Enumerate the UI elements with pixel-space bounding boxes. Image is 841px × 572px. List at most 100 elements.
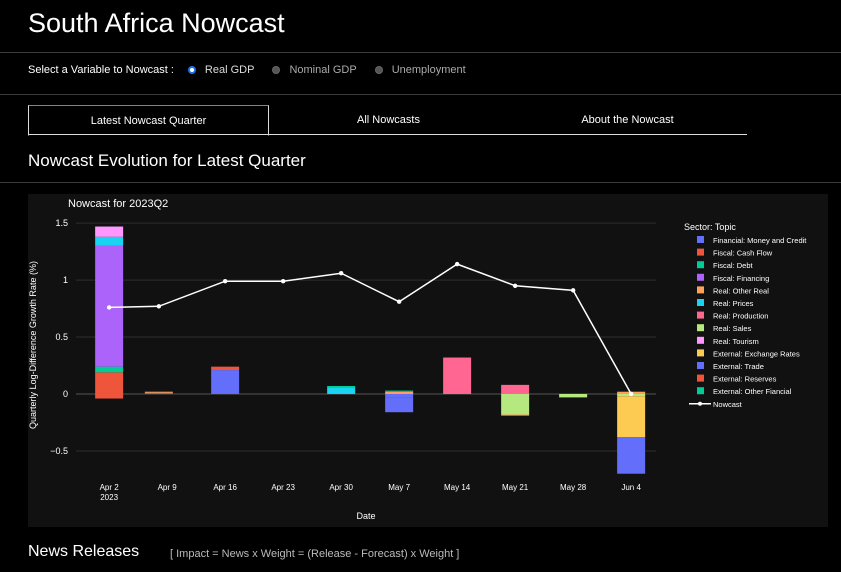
legend-swatch: [697, 336, 704, 344]
nowcast-line-group: [106, 261, 634, 397]
y-tick-label: 1: [63, 275, 68, 285]
divider: [0, 52, 841, 53]
y-axis-ticks: −0.5 0 0.5 1 1.5: [50, 218, 68, 456]
legend-item-label: Fiscal: Debt: [713, 261, 754, 270]
x-tick-sublabel: 2023: [100, 493, 118, 502]
legend-item-label: Fiscal: Cash Flow: [713, 249, 773, 258]
x-tick-label: Apr 30: [329, 483, 353, 492]
legend-swatch: [697, 387, 704, 395]
bar-segment: [95, 366, 124, 373]
legend-title: Sector: Topic: [684, 222, 736, 232]
legend-item-label: Nowcast: [713, 400, 743, 409]
nowcast-point: [454, 261, 460, 267]
bar-segment: [501, 384, 530, 394]
news-formula: [ Impact = News x Weight = (Release - Fo…: [170, 548, 460, 560]
nowcast-chart[interactable]: Nowcast for 2023Q2 −0.5 0 0.5 1 1.5 Apr 2 202…: [28, 194, 828, 527]
radio-real-gdp[interactable]: Real GDP: [187, 64, 255, 76]
legend-swatch: [697, 362, 704, 369]
chart-legend[interactable]: Sector: Topic Financial: Money and Credit…: [684, 222, 807, 409]
chart-svg[interactable]: Nowcast for 2023Q2 −0.5 0 0.5 1 1.5 Apr 2202…: [28, 194, 828, 527]
legend-item-label: Real: Production: [713, 312, 768, 321]
bar-segment: [501, 414, 530, 416]
nowcast-point: [280, 279, 286, 284]
y-tick-label: 1.5: [55, 218, 68, 228]
legend-item-label: Real: Prices: [713, 299, 754, 308]
legend-swatch: [697, 349, 704, 357]
legend-item-label: External: Reserves: [713, 375, 777, 384]
bar-segment: [144, 391, 173, 393]
y-tick-label: 0: [63, 389, 68, 399]
chart-grid: [76, 222, 656, 452]
x-tick-label: Apr 16: [213, 483, 237, 492]
legend-swatch: [697, 324, 704, 332]
divider: [0, 182, 841, 183]
legend-item-label: External: Other Fiancial: [713, 387, 792, 396]
radio-unemployment[interactable]: Unemployment: [374, 64, 466, 76]
radio-label: Nominal GDP: [289, 64, 357, 76]
bar-segment: [327, 386, 356, 388]
y-tick-label: 0.5: [55, 332, 68, 342]
bar-segment: [559, 393, 588, 398]
bar-segment: [95, 372, 124, 394]
legend-swatch: [697, 299, 704, 306]
legend-swatch: [697, 286, 704, 294]
radio-unselected-icon[interactable]: [374, 66, 383, 74]
variable-selector: Select a Variable to Nowcast : Real GDP …: [28, 64, 484, 76]
legend-item-label: Real: Tourism: [713, 337, 759, 346]
legend-item-label: Financial: Money and Credit: [713, 236, 807, 245]
bar-segment: [385, 397, 414, 413]
section-title: Nowcast Evolution for Latest Quarter: [28, 151, 306, 170]
radio-unselected-icon[interactable]: [272, 66, 281, 74]
bar-segment: [95, 236, 124, 246]
bar-segment: [95, 393, 124, 399]
bar-segment: [385, 391, 414, 394]
bar-segment: [211, 370, 240, 394]
bar-segment: [617, 396, 646, 438]
bar-segment: [211, 366, 240, 371]
bar-segment: [501, 393, 530, 415]
tab-all-nowcasts[interactable]: All Nowcasts: [357, 113, 420, 126]
nowcast-point: [396, 299, 402, 304]
divider: [0, 94, 841, 95]
x-tick-label: Apr 23: [271, 483, 295, 492]
tab-about-the-nowcast[interactable]: About the Nowcast: [581, 113, 674, 126]
bar-segment: [144, 392, 173, 394]
bar-segment: [385, 393, 414, 398]
nowcast-point: [338, 271, 344, 276]
radio-nominal-gdp[interactable]: Nominal GDP: [272, 64, 357, 76]
bar-segment: [95, 226, 124, 237]
bar-segment: [443, 357, 472, 394]
x-tick-label: Apr 9: [158, 483, 178, 492]
radio-selected-icon[interactable]: [187, 66, 196, 74]
x-tick-label: May 28: [560, 483, 587, 492]
news-releases-title: News Releases: [28, 543, 140, 560]
legend-swatch: [697, 273, 704, 281]
chart-title: Nowcast for 2023Q2: [68, 198, 168, 210]
x-tick-label: May 14: [444, 483, 471, 492]
nowcast-point: [106, 305, 112, 310]
tab-latest-nowcast-quarter[interactable]: Latest Nowcast Quarter: [28, 105, 269, 136]
nowcast-point: [628, 391, 634, 397]
nowcast-line: [109, 263, 632, 395]
nowcast-point: [570, 288, 576, 293]
bar-segment: [385, 390, 414, 392]
radio-label: Real GDP: [204, 64, 255, 76]
x-axis-label: Date: [356, 511, 375, 521]
legend-swatch: [697, 374, 704, 382]
page-title: South Africa Nowcast: [28, 8, 285, 38]
legend-line-marker: [698, 401, 702, 406]
chart-bars: [95, 226, 646, 474]
y-tick-label: −0.5: [50, 446, 68, 456]
y-axis-label: Quarterly Log-Difference Growth Rate (%): [28, 261, 38, 429]
x-tick-label: Jun 4: [621, 483, 641, 492]
nowcast-point: [512, 283, 518, 288]
bar-segment: [617, 437, 646, 474]
legend-swatch: [697, 261, 704, 269]
variable-selector-label: Select a Variable to Nowcast :: [28, 64, 174, 76]
nowcast-point: [156, 304, 162, 309]
nowcast-point: [222, 279, 228, 284]
radio-label: Unemployment: [391, 64, 466, 76]
legend-swatch: [697, 248, 704, 256]
legend-swatch: [697, 236, 704, 243]
